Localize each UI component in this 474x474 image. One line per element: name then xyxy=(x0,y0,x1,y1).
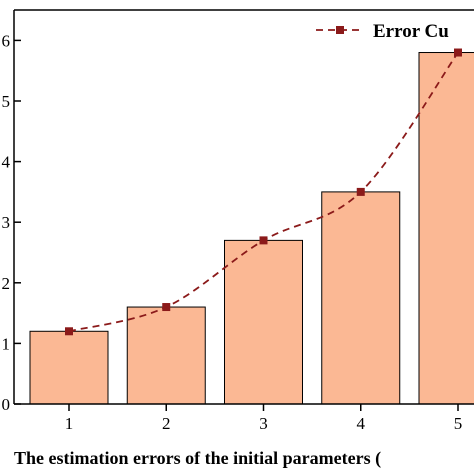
x-tick-label-4: 4 xyxy=(357,414,366,433)
y-tick-label-6: 6 xyxy=(2,31,11,50)
error-curve-line xyxy=(68,52,459,333)
bar-1 xyxy=(29,330,109,405)
y-tick-label-0: 0 xyxy=(2,395,11,414)
curve-marker-5 xyxy=(454,48,462,57)
y-axis: 0 1 2 3 4 5 6 xyxy=(2,31,21,414)
y-tick-label-1: 1 xyxy=(2,334,11,353)
x-axis: 1 2 3 4 5 xyxy=(65,404,463,433)
x-tick-label-5: 5 xyxy=(454,414,463,433)
x-tick-label-2: 2 xyxy=(162,414,171,433)
y-tick-label-2: 2 xyxy=(2,274,11,293)
curve-marker-4 xyxy=(356,187,365,196)
y-tick-label-5: 5 xyxy=(2,92,11,111)
y-tick-label-4: 4 xyxy=(2,153,11,172)
legend-marker-sample xyxy=(336,26,344,34)
legend-label: Error Cu xyxy=(373,21,449,42)
plot-frame xyxy=(13,9,474,405)
curve-marker-3 xyxy=(259,236,268,245)
line-layer xyxy=(65,48,462,336)
y-tick-label-3: 3 xyxy=(2,213,11,232)
bar-2 xyxy=(126,306,206,405)
bars-layer xyxy=(29,52,474,405)
curve-marker-2 xyxy=(162,303,171,312)
legend: Error Cu xyxy=(306,12,474,48)
bar-4 xyxy=(321,191,401,405)
x-tick-label-1: 1 xyxy=(65,414,74,433)
x-tick-label-3: 3 xyxy=(259,414,268,433)
curve-marker-1 xyxy=(65,327,73,336)
bar-3 xyxy=(224,239,303,405)
x-axis-title: The estimation errors of the initial par… xyxy=(14,448,381,469)
bar-5 xyxy=(418,52,474,405)
